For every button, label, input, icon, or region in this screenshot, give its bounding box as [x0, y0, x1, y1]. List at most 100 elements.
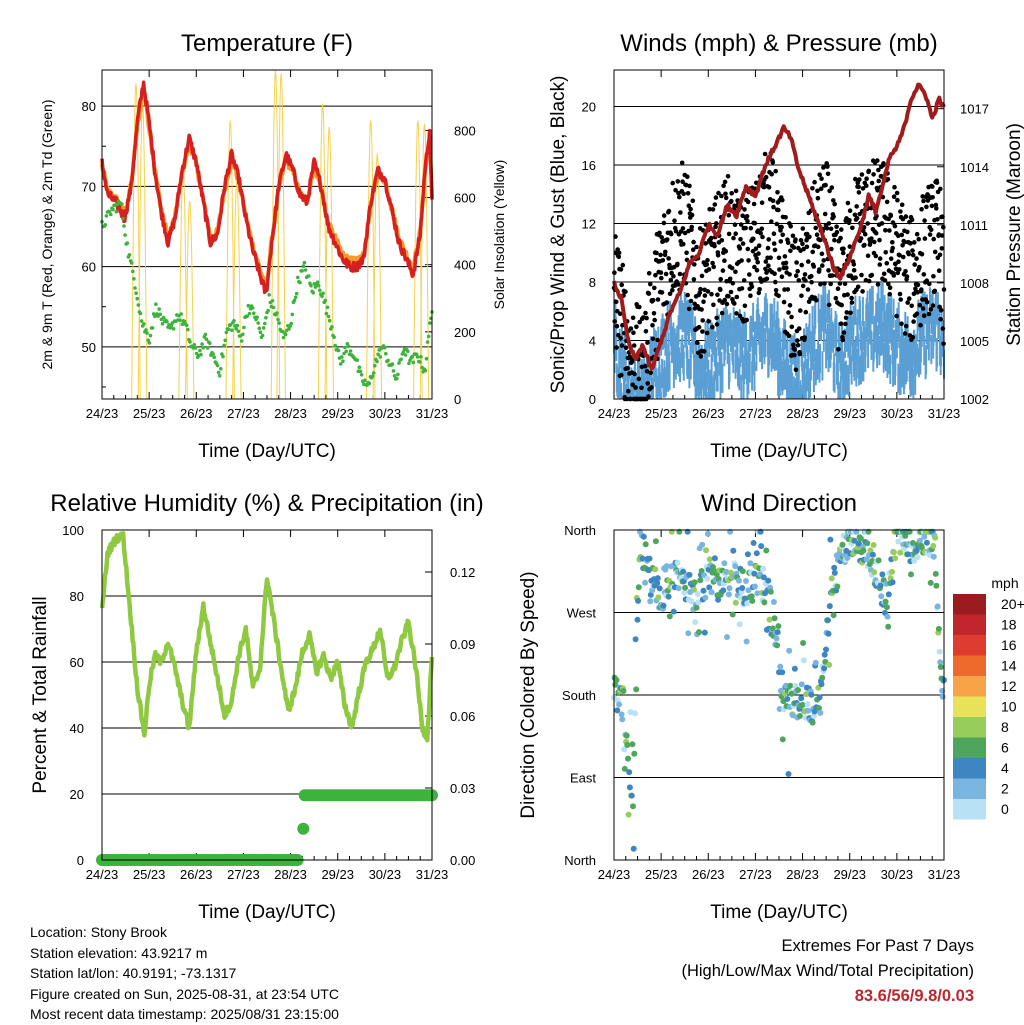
wind-direction-point [694, 591, 701, 597]
gust-point [802, 272, 808, 277]
gust-point [726, 212, 732, 218]
gust-point [910, 335, 916, 340]
gust-point [714, 315, 719, 321]
gust-point [663, 249, 668, 255]
gust-point [748, 293, 753, 299]
gust-point [652, 285, 657, 291]
wind-direction-point [904, 551, 911, 558]
wind-direction-point [748, 593, 755, 600]
wind-direction-point [918, 544, 925, 551]
gust-point [917, 264, 922, 270]
gust-point [851, 268, 857, 273]
gust-point [833, 295, 839, 301]
wind-direction-point [923, 539, 930, 546]
gust-point [909, 217, 915, 222]
dewpoint-point [239, 339, 244, 343]
gust-point [754, 267, 760, 273]
gust-point [713, 195, 719, 200]
wind-direction-point [632, 636, 639, 643]
dewpoint-point [263, 321, 267, 326]
gust-point [710, 260, 715, 266]
gust-point [723, 249, 729, 254]
station-elevation: Station elevation: 43.9217 m [30, 944, 208, 961]
dewpoint-point [242, 325, 246, 330]
y-axis-label: Percent & Total Rainfall [30, 596, 51, 793]
gust-point [875, 282, 881, 287]
gust-point [619, 372, 624, 378]
gust-point [884, 199, 890, 205]
gust-point [764, 276, 770, 282]
wind-direction-point [779, 669, 786, 676]
gust-point [783, 215, 788, 220]
gust-point [817, 172, 822, 177]
plot-frame [101, 69, 433, 400]
dewpoint-point [346, 344, 351, 349]
gust-point [829, 246, 834, 252]
gust-point [922, 218, 927, 223]
dewpoint-point [144, 328, 148, 332]
gust-point [780, 232, 785, 238]
wind-direction-point [675, 585, 682, 592]
dewpoint-point [182, 319, 187, 324]
gust-point [876, 167, 881, 173]
gust-point [845, 292, 850, 297]
gust-point [921, 313, 927, 319]
gust-point [729, 265, 735, 271]
gust-point [757, 287, 762, 292]
wind-direction-point [805, 707, 812, 714]
gust-point [732, 301, 737, 306]
gust-point [934, 206, 939, 211]
dewpoint-point [193, 346, 198, 350]
dewpoint-point [414, 352, 419, 357]
gust-point [866, 278, 872, 284]
wind-direction-point [614, 707, 621, 714]
dewpoint-point [407, 361, 411, 366]
gust-point [650, 336, 656, 342]
wind-direction-point [708, 589, 715, 596]
gust-point [823, 182, 828, 188]
wind-direction-point [625, 811, 632, 818]
gust-point [763, 266, 768, 272]
gust-point [884, 261, 890, 266]
y-tick-label: 70 [82, 179, 96, 194]
x-axis-label: Time (Day/UTC) [710, 902, 848, 923]
wind-direction-point [654, 580, 661, 586]
y-tick-label: 8 [589, 275, 596, 290]
gust-point [872, 239, 877, 245]
wind-direction-point [932, 534, 939, 541]
gust-point [912, 240, 917, 245]
wind-direction-point [626, 769, 633, 776]
gust-point [924, 204, 929, 210]
gust-point [774, 221, 780, 227]
wind-direction-point [821, 651, 828, 658]
gust-point [685, 174, 690, 179]
dewpoint-point [230, 328, 234, 333]
dewpoint-point [320, 294, 324, 299]
gust-point [701, 299, 706, 305]
gust-point [898, 297, 903, 302]
gust-point [897, 267, 902, 272]
gust-point [900, 243, 905, 248]
gust-point [839, 302, 844, 308]
gust-point [753, 246, 759, 251]
y-right-tick-label: 0.12 [450, 565, 475, 580]
gust-point [772, 247, 778, 253]
y-tick-label: 0 [589, 392, 596, 407]
dewpoint-point [127, 253, 132, 257]
gust-point [883, 228, 888, 233]
gust-point [722, 297, 727, 303]
y-right-tick-label: 1005 [960, 334, 989, 349]
dewpoint-point [373, 363, 377, 368]
wind-direction-point [883, 604, 890, 611]
gust-point [877, 237, 882, 243]
gust-point [765, 245, 771, 251]
gust-point [881, 271, 887, 277]
y-tick-label: North [564, 853, 596, 868]
dewpoint-point [395, 376, 399, 381]
gust-point [668, 277, 674, 283]
gust-point [856, 184, 861, 190]
dewpoint-point [133, 286, 137, 290]
wind-direction-point [703, 547, 709, 554]
wind-direction-point [685, 630, 692, 637]
dewpoint-point [226, 327, 231, 332]
